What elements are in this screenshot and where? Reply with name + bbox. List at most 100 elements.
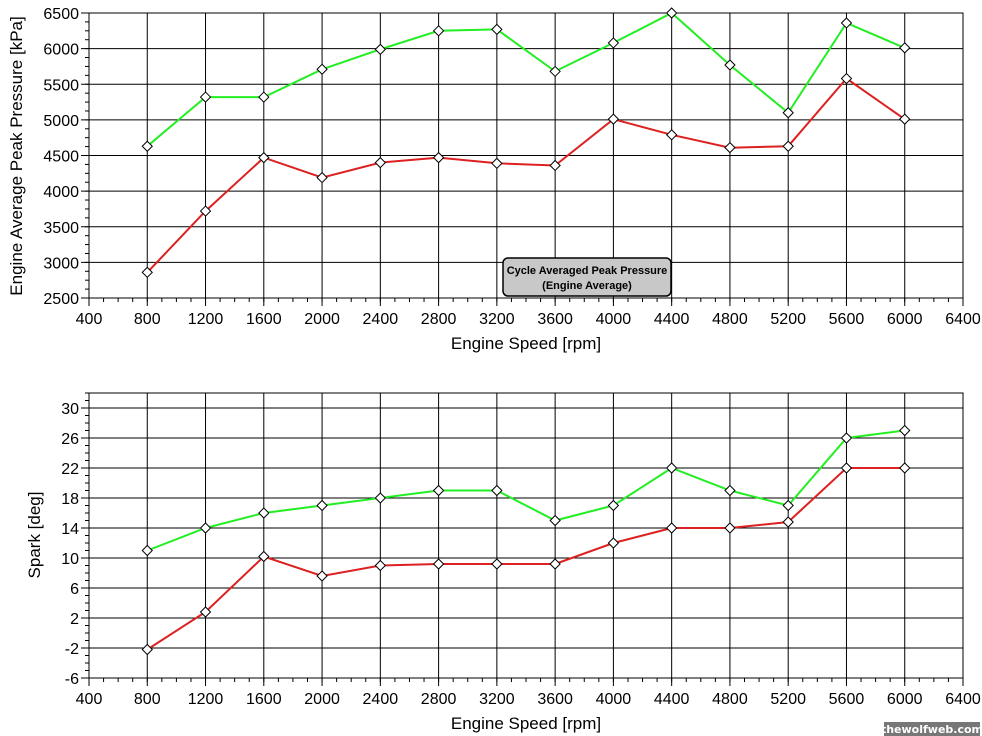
x-axis-title: Engine Speed [rpm] [451, 334, 601, 353]
data-point-marker [141, 140, 153, 152]
y-tick-label: 6 [70, 581, 79, 598]
y-tick-label: 5500 [43, 77, 79, 94]
data-point-marker [549, 159, 561, 172]
data-point-marker [374, 559, 387, 572]
series-line [146, 77, 906, 274]
plot-frame [88, 12, 964, 299]
data-point-marker [549, 514, 561, 527]
series-line [146, 11, 906, 147]
y-tick-label: 6000 [43, 42, 79, 59]
x-tick-label: 4000 [596, 311, 632, 328]
data-point-marker [432, 484, 445, 497]
data-point-marker [549, 558, 561, 570]
x-tick-label: 1200 [188, 691, 224, 708]
x-tick-label: 2000 [304, 691, 340, 708]
y-tick-label: 10 [61, 551, 79, 568]
data-point-marker [607, 499, 620, 512]
x-tick-label: 6000 [887, 691, 923, 708]
plot-frame [88, 392, 964, 679]
data-point-marker [840, 72, 853, 85]
data-point-marker [374, 43, 387, 56]
data-point-marker [840, 462, 853, 474]
watermark: thewolfweb.com [881, 722, 982, 736]
data-point-marker [141, 643, 153, 656]
data-point-marker [316, 570, 328, 582]
x-tick-label: 2800 [421, 311, 457, 328]
x-tick-label: 4000 [596, 691, 632, 708]
x-tick-label: 5600 [829, 691, 865, 708]
y-tick-label: 4500 [43, 149, 79, 166]
data-point-marker [491, 484, 503, 497]
x-tick-label: 1600 [246, 311, 282, 328]
data-point-marker [549, 65, 561, 78]
series-0 [141, 424, 911, 557]
y-tick-label: 30 [61, 401, 79, 418]
series-line [146, 467, 905, 651]
data-point-marker [374, 492, 387, 504]
data-point-marker [899, 42, 911, 54]
data-point-marker [432, 25, 445, 37]
y-tick-label: 3000 [43, 255, 79, 272]
x-tick-label: 3200 [479, 311, 515, 328]
data-point-marker [316, 171, 328, 184]
data-point-marker [258, 91, 270, 103]
data-point-marker [199, 205, 212, 217]
data-point-marker [840, 17, 853, 29]
x-tick-label: 4400 [654, 691, 690, 708]
data-point-marker [724, 484, 736, 497]
x-tick-label: 800 [134, 311, 161, 328]
data-point-marker [899, 462, 911, 474]
series-line [146, 429, 905, 552]
x-tick-label: 5200 [770, 311, 806, 328]
x-tick-label: 800 [134, 691, 161, 708]
data-point-marker [665, 522, 678, 534]
data-point-marker [491, 157, 503, 170]
y-tick-label: 22 [61, 461, 79, 478]
y-axis-title: Engine Average Peak Pressure [kPa] [7, 16, 26, 295]
series-0 [141, 7, 911, 152]
y-tick-label: -2 [65, 641, 79, 658]
x-tick-label: 2400 [363, 311, 399, 328]
x-tick-label: 400 [76, 311, 103, 328]
y-tick-label: 18 [61, 491, 79, 508]
data-point-marker [899, 424, 911, 437]
x-tick-label: 6400 [945, 311, 981, 328]
data-point-marker [782, 499, 794, 512]
data-point-marker [840, 432, 853, 444]
y-tick-label: -6 [65, 671, 79, 688]
x-tick-label: 3200 [479, 691, 515, 708]
data-point-marker [258, 507, 270, 519]
data-point-marker [782, 516, 794, 528]
y-tick-label: 26 [61, 431, 79, 448]
x-tick-label: 4400 [654, 311, 690, 328]
data-point-marker [782, 140, 794, 152]
y-tick-label: 2500 [43, 291, 79, 308]
chart-legend-box: Cycle Averaged Peak Pressure (Engine Ave… [502, 257, 672, 297]
data-point-marker [724, 522, 736, 534]
data-point-marker [432, 151, 445, 164]
data-point-marker [374, 156, 387, 169]
spark-chart: 400 800 1200 1600 2000 2400 2800 3200 3600 4000 44… [25, 392, 981, 733]
data-point-marker [607, 37, 620, 49]
data-point-marker [899, 113, 911, 125]
x-tick-label: 6000 [887, 311, 923, 328]
data-point-marker [141, 266, 153, 279]
minor-ticks [85, 392, 964, 682]
x-tick-label: 2000 [304, 311, 340, 328]
x-tick-label: 1600 [246, 691, 282, 708]
x-tick-label: 1200 [188, 311, 224, 328]
data-point-marker [316, 499, 328, 512]
gridlines [81, 393, 964, 686]
x-tick-label: 6400 [945, 691, 981, 708]
y-tick-label: 6500 [43, 6, 79, 23]
data-point-marker [724, 141, 736, 154]
series-1 [141, 462, 911, 656]
x-tick-label: 400 [76, 691, 103, 708]
data-point-marker [724, 59, 736, 71]
y-tick-label: 14 [61, 521, 79, 538]
y-tick-label: 2 [70, 611, 79, 628]
legend-line-2: (Engine Average) [542, 280, 632, 292]
watermark-text: thewolfweb.com [881, 723, 982, 736]
data-point-marker [782, 107, 794, 119]
